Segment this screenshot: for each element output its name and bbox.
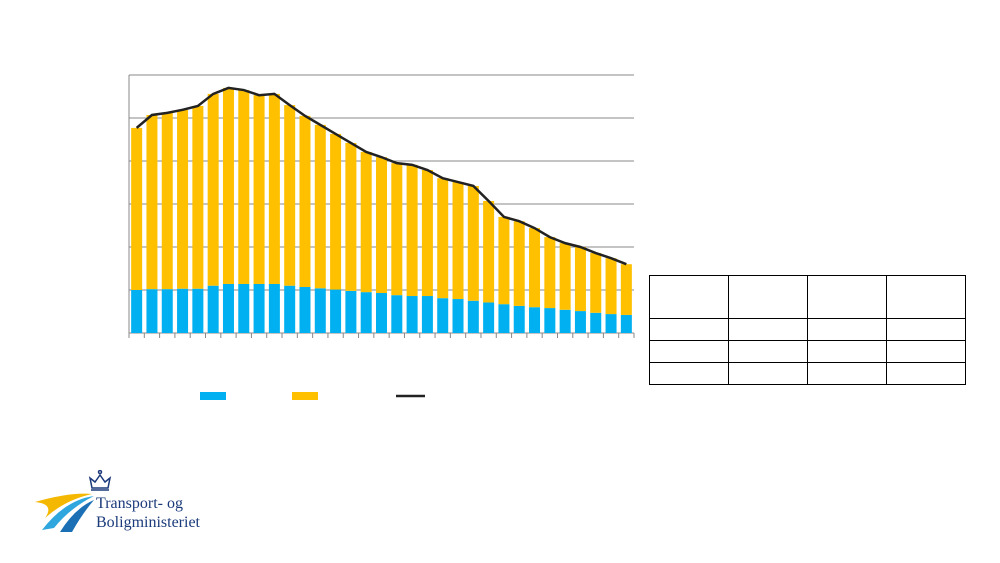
bar-segment bbox=[498, 216, 510, 305]
bar-segment bbox=[620, 264, 632, 315]
table-row bbox=[649, 340, 966, 363]
bar-segment bbox=[345, 290, 357, 333]
bar-segment bbox=[513, 305, 525, 333]
bar-segment bbox=[161, 112, 173, 290]
bar-segment bbox=[222, 87, 234, 284]
logo-swoosh bbox=[60, 500, 94, 532]
legend-swatch bbox=[292, 392, 318, 400]
bar-segment bbox=[360, 151, 372, 293]
bar-segment bbox=[452, 299, 464, 333]
table-cell bbox=[728, 362, 808, 385]
bar-segment bbox=[467, 185, 479, 301]
table-cell bbox=[649, 275, 729, 319]
table-cell bbox=[649, 362, 729, 385]
bar-segment bbox=[391, 295, 403, 333]
bar-segment bbox=[574, 247, 586, 312]
bar-segment bbox=[284, 105, 296, 286]
total-line bbox=[135, 86, 627, 266]
bar-segment bbox=[467, 300, 479, 333]
bar-segment bbox=[207, 285, 219, 333]
bar-segment bbox=[437, 178, 449, 299]
bar-segment bbox=[299, 286, 311, 333]
bar-segment bbox=[192, 288, 204, 333]
logo-crown bbox=[88, 470, 112, 491]
table-row bbox=[649, 362, 966, 385]
table-cell bbox=[728, 318, 808, 341]
bar-segment bbox=[406, 164, 418, 297]
table-cell bbox=[728, 275, 808, 319]
bar-segment bbox=[529, 307, 541, 333]
bar-segment bbox=[590, 312, 602, 333]
bar-segment bbox=[513, 221, 525, 306]
bar-segment bbox=[391, 163, 403, 296]
bar-segment bbox=[483, 302, 495, 333]
bar-segment bbox=[314, 124, 326, 289]
bar-segment bbox=[146, 289, 158, 333]
table-cell bbox=[886, 275, 966, 319]
table-row bbox=[649, 275, 966, 319]
bar-segment bbox=[620, 314, 632, 333]
logo-swoosh bbox=[42, 496, 94, 530]
bar-segment bbox=[544, 237, 556, 309]
bar-segment bbox=[131, 290, 143, 333]
table-cell bbox=[886, 362, 966, 385]
table-cell bbox=[807, 275, 887, 319]
logo-text: Boligministeriet bbox=[96, 514, 201, 531]
data-table bbox=[649, 275, 966, 385]
table-cell bbox=[807, 318, 887, 341]
bar-segment bbox=[330, 133, 342, 290]
bar-segment bbox=[437, 298, 449, 333]
bar-segment bbox=[238, 283, 250, 333]
bar-segment bbox=[314, 288, 326, 333]
table-cell bbox=[886, 318, 966, 341]
table-cell bbox=[728, 340, 808, 363]
bar-segment bbox=[529, 228, 541, 308]
table-cell bbox=[807, 362, 887, 385]
bar-segment bbox=[222, 283, 234, 333]
bar-segment bbox=[238, 90, 250, 284]
bar-segment bbox=[146, 114, 158, 290]
table-cell bbox=[807, 340, 887, 363]
bar-segment bbox=[299, 115, 311, 287]
table-cell bbox=[886, 340, 966, 363]
chart bbox=[128, 74, 635, 400]
table-cell bbox=[649, 318, 729, 341]
bar-segment bbox=[268, 93, 280, 284]
bar-segment bbox=[605, 314, 617, 333]
table-cell bbox=[649, 340, 729, 363]
bar-segment bbox=[177, 288, 189, 333]
logo-text: Transport- og bbox=[96, 495, 183, 512]
bar-segment bbox=[544, 308, 556, 333]
bar-segment bbox=[253, 283, 265, 333]
bar-segment bbox=[360, 292, 372, 333]
bar-segment bbox=[192, 105, 204, 289]
bar-segment bbox=[559, 309, 571, 333]
bar-segment bbox=[345, 142, 357, 291]
bar-segment bbox=[253, 95, 265, 284]
bar-segment bbox=[421, 296, 433, 333]
bar-segment bbox=[161, 289, 173, 333]
bar-segment bbox=[131, 127, 143, 290]
bar-segment bbox=[421, 170, 433, 297]
logo: Transport- og Boligministeriet bbox=[35, 470, 201, 532]
bar-segment bbox=[406, 296, 418, 333]
bar-segment bbox=[574, 311, 586, 333]
bar-segment bbox=[268, 283, 280, 333]
logo-swoosh bbox=[35, 493, 92, 518]
bar-segment bbox=[177, 109, 189, 289]
bar-segment bbox=[590, 253, 602, 313]
bar-segment bbox=[284, 285, 296, 333]
bar-segment bbox=[483, 200, 495, 303]
bar-segment bbox=[376, 293, 387, 333]
bar-segment bbox=[559, 243, 571, 310]
table-row bbox=[649, 318, 966, 341]
bar-segment bbox=[330, 289, 342, 333]
bar-segment bbox=[376, 157, 387, 294]
bar-segment bbox=[452, 182, 464, 300]
legend-swatch bbox=[200, 392, 226, 400]
bar-segment bbox=[207, 93, 219, 286]
bar-segment bbox=[498, 304, 510, 333]
bar-segment bbox=[605, 258, 617, 315]
